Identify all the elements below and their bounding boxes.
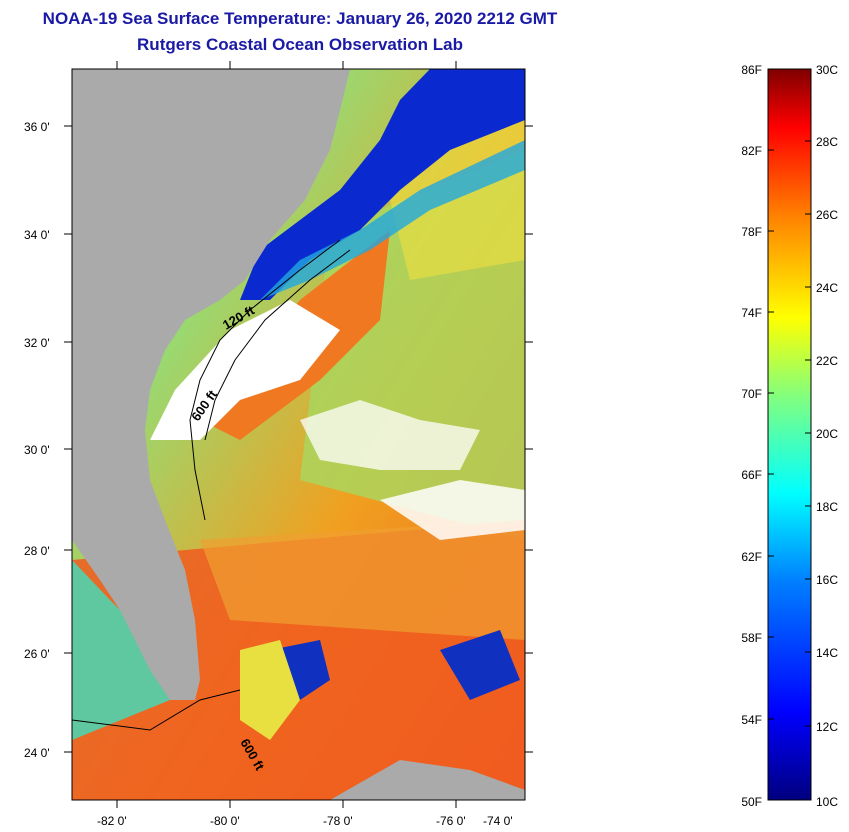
f-label-86: 86F: [741, 63, 762, 77]
f-label-66: 66F: [741, 468, 762, 482]
c-label-28: 28C: [816, 135, 838, 149]
f-label-62: 62F: [741, 550, 762, 564]
cloud-patch-east: [380, 480, 525, 540]
c-label-20: 20C: [816, 427, 838, 441]
southern-orange-field: [200, 520, 525, 640]
c-label-30: 30C: [816, 63, 838, 77]
f-label-78: 78F: [741, 225, 762, 239]
lat-label-30: 30 0': [24, 443, 50, 457]
lat-label-32: 32 0': [24, 336, 50, 350]
lon-label-78: -78 0': [323, 814, 353, 828]
lon-label-80: -80 0': [210, 814, 240, 828]
c-label-12: 12C: [816, 720, 838, 734]
map-subtitle: Rutgers Coastal Ocean Observation Lab: [137, 35, 463, 54]
lat-label-26: 26 0': [24, 647, 50, 661]
land-mass: [72, 69, 350, 700]
isobath-120ft: [189, 239, 341, 521]
lon-label-82: -82 0': [97, 814, 127, 828]
colorbar-gradient: [767, 68, 812, 801]
c-label-22: 22C: [816, 354, 838, 368]
latitude-axis: 36 0' 34 0' 32 0' 30 0' 28 0' 26 0' 24 0…: [24, 120, 533, 760]
map-frame: [71, 68, 526, 801]
c-label-24: 24C: [816, 281, 838, 295]
lat-label-34: 34 0': [24, 228, 50, 242]
f-label-70: 70F: [741, 387, 762, 401]
colorbar: 86F 82F 78F 74F 70F 66F 62F 58F 54F 50F …: [741, 63, 838, 809]
map-title: NOAA-19 Sea Surface Temperature: January…: [42, 9, 558, 28]
f-label-50: 50F: [741, 795, 762, 809]
land-cuba: [330, 760, 525, 800]
lon-label-76: -76 0': [436, 814, 466, 828]
c-label-14: 14C: [816, 646, 838, 660]
longitude-axis: -82 0' -80 0' -78 0' -76 0' -74 0': [97, 61, 513, 828]
eastern-cold-patch: [440, 630, 520, 700]
cloud-cover-shelf: [150, 300, 340, 440]
cloud-patch-central: [300, 400, 480, 470]
f-label-74: 74F: [741, 306, 762, 320]
isobath-south: [72, 689, 241, 731]
bank-shallow-water: [240, 640, 300, 740]
cold-coastal-water: [240, 69, 525, 300]
lat-label-24: 24 0': [24, 746, 50, 760]
c-label-18: 18C: [816, 500, 838, 514]
lat-label-28: 28 0': [24, 544, 50, 558]
lon-label-74: -74 0': [483, 814, 513, 828]
lat-label-36: 36 0': [24, 120, 50, 134]
coastal-gradient-band: [260, 140, 525, 300]
c-label-26: 26C: [816, 208, 838, 222]
sst-map: 120 ft 600 ft 600 ft: [72, 69, 525, 800]
c-label-10: 10C: [816, 795, 838, 809]
c-label-16: 16C: [816, 573, 838, 587]
f-label-82: 82F: [741, 144, 762, 158]
gulf-coast-water: [72, 560, 170, 740]
isobath-600ft: [204, 249, 351, 441]
f-label-54: 54F: [741, 713, 762, 727]
f-label-58: 58F: [741, 631, 762, 645]
